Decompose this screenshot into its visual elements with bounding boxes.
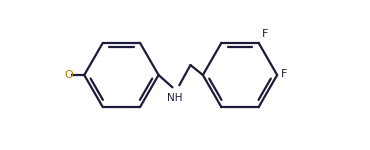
Text: O: O (64, 70, 73, 80)
Text: NH: NH (167, 93, 183, 103)
Text: F: F (262, 29, 268, 39)
Text: F: F (281, 69, 287, 80)
